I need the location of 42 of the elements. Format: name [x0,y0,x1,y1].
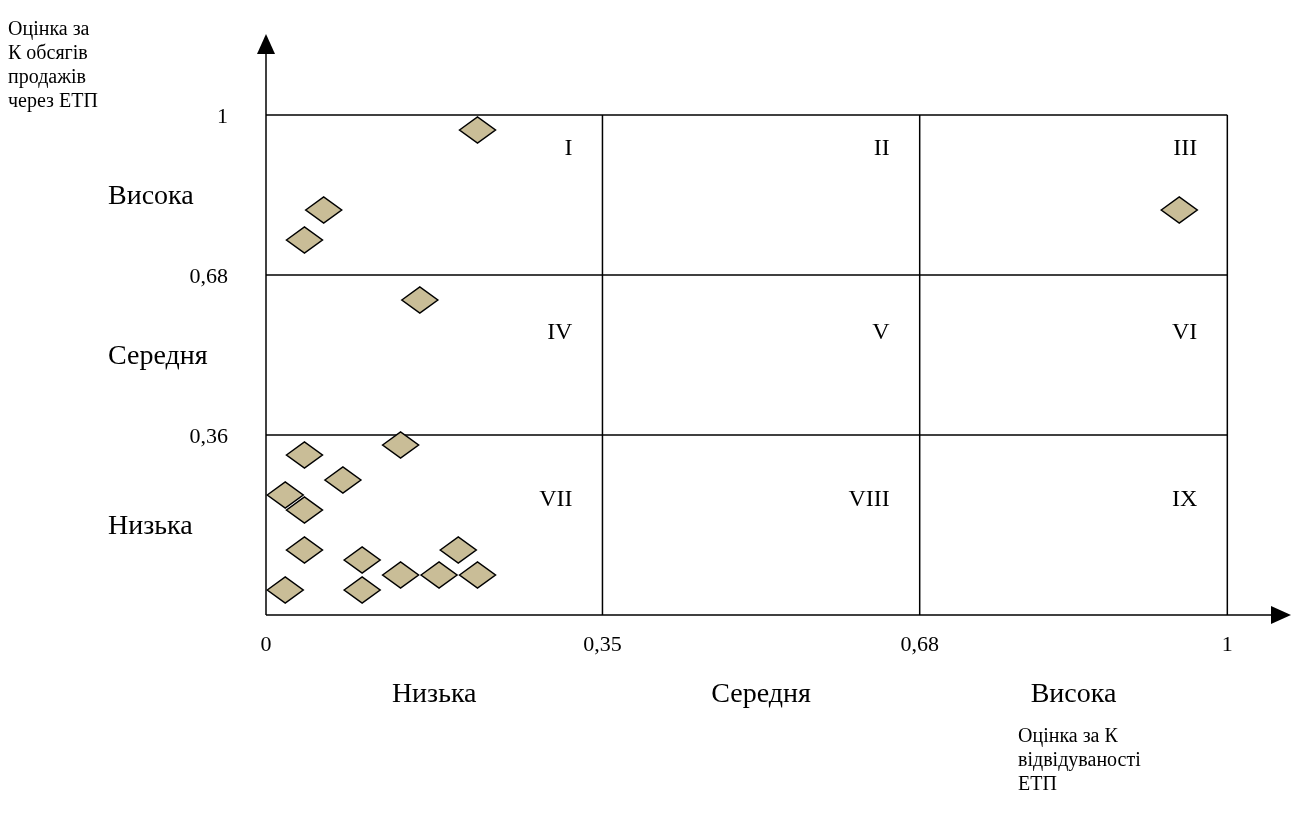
x-tick-label: 1 [1221,630,1233,656]
point [401,286,439,314]
annotation: II [873,133,890,161]
annotation: VI [1171,317,1198,345]
point [266,576,304,604]
point [266,481,304,509]
point [324,466,362,494]
point [304,196,343,224]
text: Висока [1030,677,1117,709]
y-axis-title: Оцінка за К обсягів продажів через ЕТП [8,16,99,112]
point [285,536,324,564]
x-tick-label: 0 [260,630,272,656]
point [420,561,458,589]
point [285,496,324,524]
point [285,226,324,254]
text: Середня [711,677,811,709]
x-axis-title: Оцінка за К відвідуваності ЕТП [1018,723,1142,795]
text: Низька [108,509,193,541]
annotation: VIII [848,484,890,512]
text: Висока [108,179,194,211]
y-tick-label: 0,68 [189,262,228,288]
y-tick-label: 0,36 [189,422,228,448]
annotation: I [564,133,573,161]
point [381,431,420,459]
point [343,576,381,604]
point [458,116,497,144]
point [343,546,381,574]
point [1160,196,1198,224]
y-tick-label: 1 [217,102,228,128]
annotation: V [872,317,890,345]
point [458,561,497,589]
text: Низька [391,677,477,709]
annotation: IV [547,317,573,345]
text: Середня [108,339,208,371]
point [381,561,420,589]
x-tick-label: 0,35 [583,630,622,656]
annotation: VII [539,484,573,512]
annotation: IX [1171,484,1198,512]
point [439,536,478,564]
point [285,441,324,469]
x-tick-label: 0,68 [900,630,939,656]
annotation: III [1173,133,1198,161]
